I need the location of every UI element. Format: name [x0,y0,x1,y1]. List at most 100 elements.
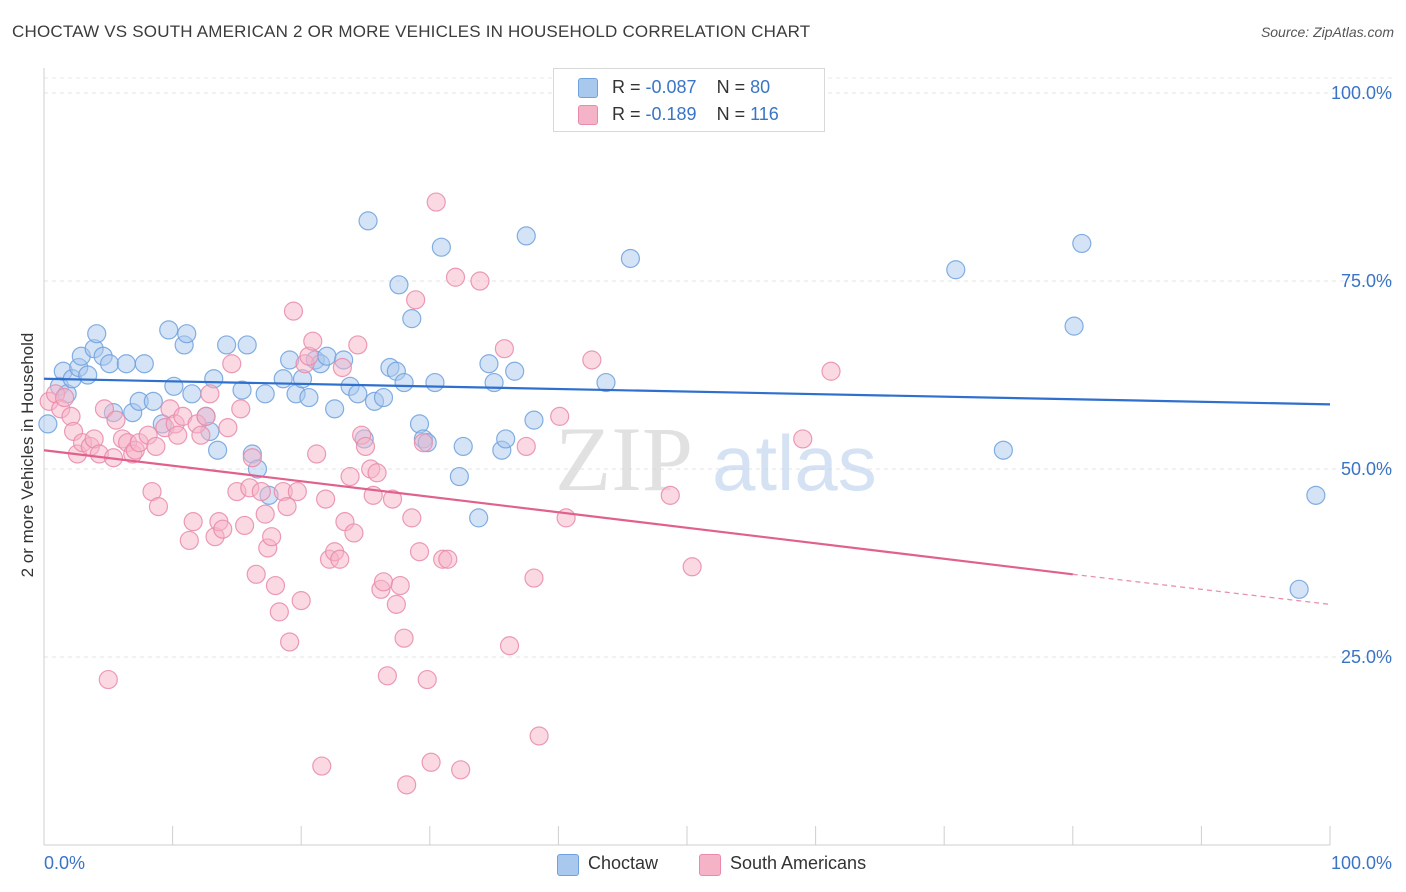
watermark-atlas: atlas [712,419,877,507]
data-point [377,666,397,686]
data-point [106,410,126,430]
legend-n-label: N = [716,104,751,124]
data-point [269,602,289,622]
source-credit: Source: ZipAtlas.com [1260,24,1394,40]
legend-swatch-choctaw [557,854,579,876]
data-point [255,384,275,404]
data-point [524,568,544,588]
data-point [550,406,570,426]
data-point [287,481,307,502]
data-point [373,387,394,408]
grid-lines [44,77,1392,658]
data-point [316,489,336,509]
data-point [406,290,426,310]
data-point [291,591,311,611]
data-point [222,354,242,374]
data-point [505,361,525,381]
data-point [218,418,238,438]
data-point [402,309,422,329]
data-point [99,354,120,374]
data-point [426,192,446,212]
legend-n-label: N = [716,77,751,97]
axes [43,68,1331,846]
data-point [213,519,233,539]
data-point [344,523,364,543]
data-point [390,575,410,596]
data-point [1072,233,1092,254]
x-tick-label: 0.0% [44,853,85,873]
data-point [620,248,641,269]
legend-r-value: -0.087 [645,77,697,97]
data-point [280,632,300,652]
data-point [196,406,216,426]
series-south-americans [39,192,841,795]
data-point [87,324,107,344]
data-point [470,271,490,291]
data-point [164,376,184,396]
legend-swatch-south-americans [578,105,598,125]
data-point [1289,579,1309,599]
data-point [1306,485,1326,505]
data-point [183,512,203,532]
data-point [946,260,966,280]
data-point [425,372,445,393]
data-point [273,369,293,389]
data-point [596,372,616,393]
data-point [494,339,514,359]
data-point [78,365,98,385]
data-point [277,497,297,517]
trend-line [43,377,1331,406]
data-point [355,436,376,457]
data-point [821,361,841,381]
data-point [168,425,188,445]
data-point [409,542,430,562]
data-point [262,527,282,547]
legend-swatch-south-americans [699,854,721,876]
data-point [438,549,458,569]
data-point [382,489,403,509]
data-point [529,726,549,746]
data-point [445,267,466,287]
data-point [307,444,327,464]
legend-swatch-choctaw [578,78,598,98]
data-point [524,410,544,430]
data-point [660,485,680,505]
data-point [417,669,437,690]
data-point [54,387,75,408]
data-point [367,463,387,483]
y-tick-label: 50.0% [1341,459,1392,479]
data-point [330,549,350,569]
data-point [340,466,360,487]
data-point [191,425,211,445]
data-point [325,399,345,419]
y-tick-label: 75.0% [1341,271,1392,291]
data-point [993,440,1013,460]
data-point [682,557,702,577]
data-point [299,387,319,408]
legend-n-value: 116 [750,104,779,124]
data-point [208,440,228,460]
legend-label-south-americans: South Americans [730,853,867,873]
data-point [182,384,202,404]
data-point [231,399,251,419]
data-point [394,628,414,648]
data-point [148,497,169,517]
data-point [421,752,441,772]
data-point [358,211,378,231]
data-point [516,436,536,457]
series-choctaw [38,211,1326,599]
data-point [479,354,499,374]
data-point [283,301,304,321]
data-point [303,331,323,351]
data-point [116,354,136,374]
data-point [496,429,516,449]
data-point [451,760,471,780]
data-point [159,320,179,340]
data-point [143,391,163,411]
y-tick-label: 100.0% [1331,83,1392,103]
data-point [251,481,271,502]
data-point [265,575,286,596]
data-point [332,357,352,378]
data-point [453,436,473,457]
